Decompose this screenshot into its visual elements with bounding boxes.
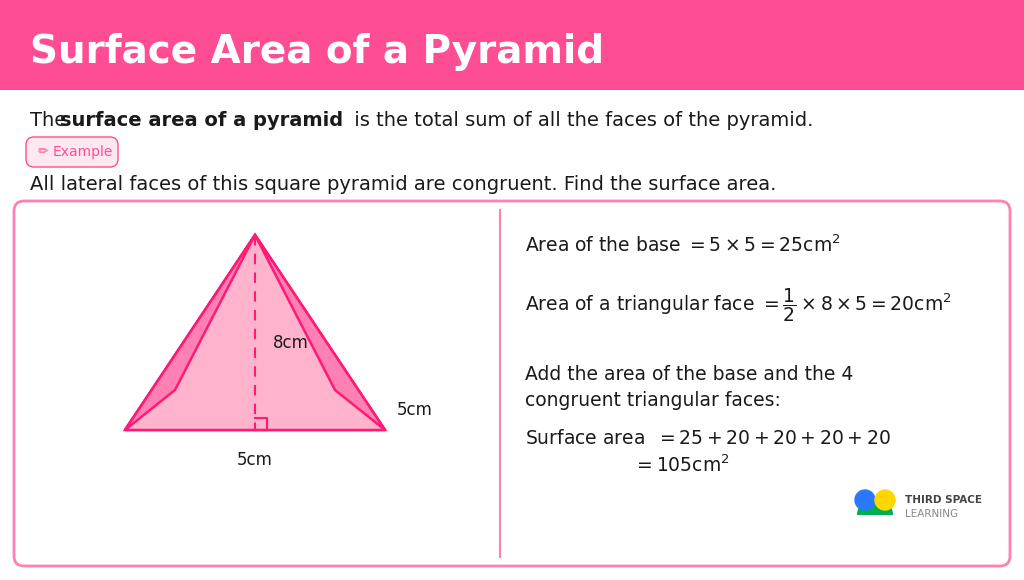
Text: 5cm: 5cm — [238, 451, 273, 469]
FancyBboxPatch shape — [14, 201, 1010, 566]
Text: congruent triangular faces:: congruent triangular faces: — [525, 390, 781, 409]
Text: Area of the base $= 5 \times 5 = 25\mathrm{cm}^2$: Area of the base $= 5 \times 5 = 25\math… — [525, 234, 841, 256]
Text: Add the area of the base and the 4: Add the area of the base and the 4 — [525, 365, 853, 385]
Bar — [1010, 0, 1024, 90]
Text: The: The — [30, 111, 73, 129]
Polygon shape — [175, 235, 335, 390]
Polygon shape — [125, 235, 385, 430]
Polygon shape — [255, 235, 385, 430]
Text: 5cm: 5cm — [397, 401, 433, 419]
Text: Example: Example — [53, 145, 114, 159]
Wedge shape — [857, 497, 893, 515]
Circle shape — [874, 490, 895, 510]
Text: THIRD SPACE: THIRD SPACE — [905, 495, 982, 505]
Bar — [0, 0, 14, 90]
FancyBboxPatch shape — [26, 137, 118, 167]
Text: LEARNING: LEARNING — [905, 509, 958, 519]
Text: is the total sum of all the faces of the pyramid.: is the total sum of all the faces of the… — [348, 111, 813, 129]
Polygon shape — [255, 235, 385, 430]
FancyBboxPatch shape — [0, 0, 1024, 90]
Polygon shape — [125, 235, 255, 430]
Text: Surface Area of a Pyramid: Surface Area of a Pyramid — [30, 33, 604, 71]
Circle shape — [855, 490, 874, 510]
Text: surface area of a pyramid: surface area of a pyramid — [60, 111, 343, 129]
Text: All lateral faces of this square pyramid are congruent. Find the surface area.: All lateral faces of this square pyramid… — [30, 176, 776, 194]
Bar — [0, 0, 1024, 14]
Text: ✏: ✏ — [38, 146, 48, 158]
Text: 8cm: 8cm — [273, 334, 309, 351]
Polygon shape — [125, 235, 255, 430]
Text: $= 105\mathrm{cm}^2$: $= 105\mathrm{cm}^2$ — [633, 454, 730, 476]
Text: Area of a triangular face $= \dfrac{1}{2} \times 8 \times 5 = 20\mathrm{cm}^2$: Area of a triangular face $= \dfrac{1}{2… — [525, 286, 951, 324]
Polygon shape — [125, 390, 385, 430]
Text: Surface area $\;= 25 + 20 + 20 + 20 + 20$: Surface area $\;= 25 + 20 + 20 + 20 + 20… — [525, 429, 891, 448]
